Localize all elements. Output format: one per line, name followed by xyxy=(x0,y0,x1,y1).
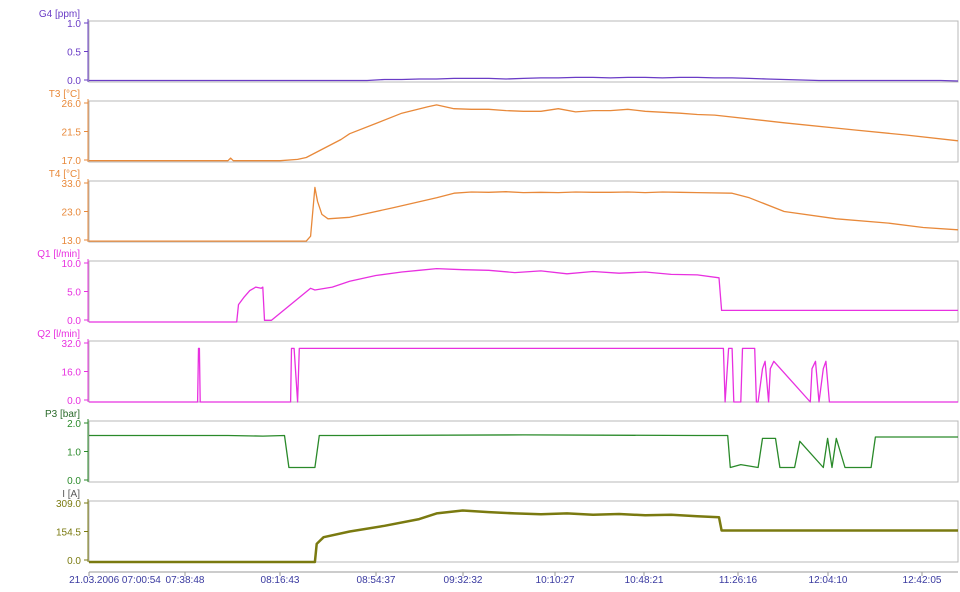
y-axis-label: Q1 [l/min] xyxy=(37,249,80,260)
y-tick-label: 0.0 xyxy=(67,476,81,487)
y-tick-label: 21.5 xyxy=(62,128,82,139)
panel-3: T4 [°C]33.0 23.0 13.0 xyxy=(49,169,959,247)
x-tick-label: 21.03.2006 07:00:54 xyxy=(69,575,161,586)
y-tick-label: 23.0 xyxy=(62,208,82,219)
y-axis-label: I [A] xyxy=(62,489,80,500)
series-line xyxy=(89,76,959,82)
y-tick-label: 0.0 xyxy=(67,76,81,87)
x-tick-label: 10:10:27 xyxy=(536,575,575,586)
y-tick-label: 0.0 xyxy=(67,396,81,407)
x-axis: 21.03.2006 07:00:54 07:38:48 08:16:43 08:54… xyxy=(69,571,958,586)
panel-7: I [A]309.0 154.5 0.0 xyxy=(56,489,959,567)
panel-frame xyxy=(88,420,959,483)
y-tick-label: 16.0 xyxy=(62,368,82,379)
y-tick-label: 0.0 xyxy=(67,556,81,567)
series-line xyxy=(89,186,959,242)
x-tick-label: 10:48:21 xyxy=(625,575,664,586)
y-tick-label: 17.0 xyxy=(62,156,82,167)
y-axis-label: T3 [°C] xyxy=(49,89,80,100)
y-tick-label: 2.0 xyxy=(67,419,81,430)
series-line xyxy=(89,267,958,323)
y-tick-label: 13.0 xyxy=(62,236,82,247)
y-axis-label: G4 [ppm] xyxy=(39,9,80,20)
y-axis-label: T4 [°C] xyxy=(49,169,80,180)
y-axis-label: P3 [bar] xyxy=(45,409,80,420)
panel-6: P3 [bar]2.0 1.0 0.0 xyxy=(45,409,959,487)
x-tick-label: 12:04:10 xyxy=(809,575,848,586)
x-tick-label: 08:16:43 xyxy=(261,575,300,586)
series-line xyxy=(89,104,959,162)
x-tick-label: 11:26:16 xyxy=(719,575,758,586)
x-tick-label: 09:32:32 xyxy=(444,575,483,586)
y-tick-label: 10.0 xyxy=(62,259,82,270)
y-tick-label: 154.5 xyxy=(56,528,81,539)
x-tick-label: 12:42:05 xyxy=(903,575,942,586)
panel-frame xyxy=(88,260,959,323)
panel-frame xyxy=(88,180,959,243)
panel-frame xyxy=(88,340,959,403)
panel-frame xyxy=(88,100,959,163)
panel-1: G4 [ppm]1.0 0.5 0.0 xyxy=(39,9,959,87)
y-tick-label: 309.0 xyxy=(56,499,81,510)
y-tick-label: 5.0 xyxy=(67,288,81,299)
panel-4: Q1 [l/min]10.0 5.0 0.0 xyxy=(37,249,959,327)
series-line xyxy=(89,509,958,564)
y-tick-label: 26.0 xyxy=(62,99,82,110)
y-tick-label: 33.0 xyxy=(62,179,82,190)
y-tick-label: 1.0 xyxy=(67,448,81,459)
series-line xyxy=(89,434,958,469)
x-tick-label: 07:38:48 xyxy=(166,575,205,586)
x-tick-label: 08:54:37 xyxy=(357,575,396,586)
panel-2: T3 [°C]26.0 21.5 17.0 xyxy=(49,89,959,167)
y-tick-label: 0.0 xyxy=(67,316,81,327)
series-line xyxy=(89,347,958,403)
y-axis-label: Q2 [l/min] xyxy=(37,329,80,340)
y-tick-label: 32.0 xyxy=(62,339,82,350)
panel-frame xyxy=(88,20,959,83)
panel-5: Q2 [l/min]32.0 16.0 0.0 xyxy=(37,329,959,407)
y-tick-label: 0.5 xyxy=(67,48,81,59)
y-tick-label: 1.0 xyxy=(67,19,81,30)
